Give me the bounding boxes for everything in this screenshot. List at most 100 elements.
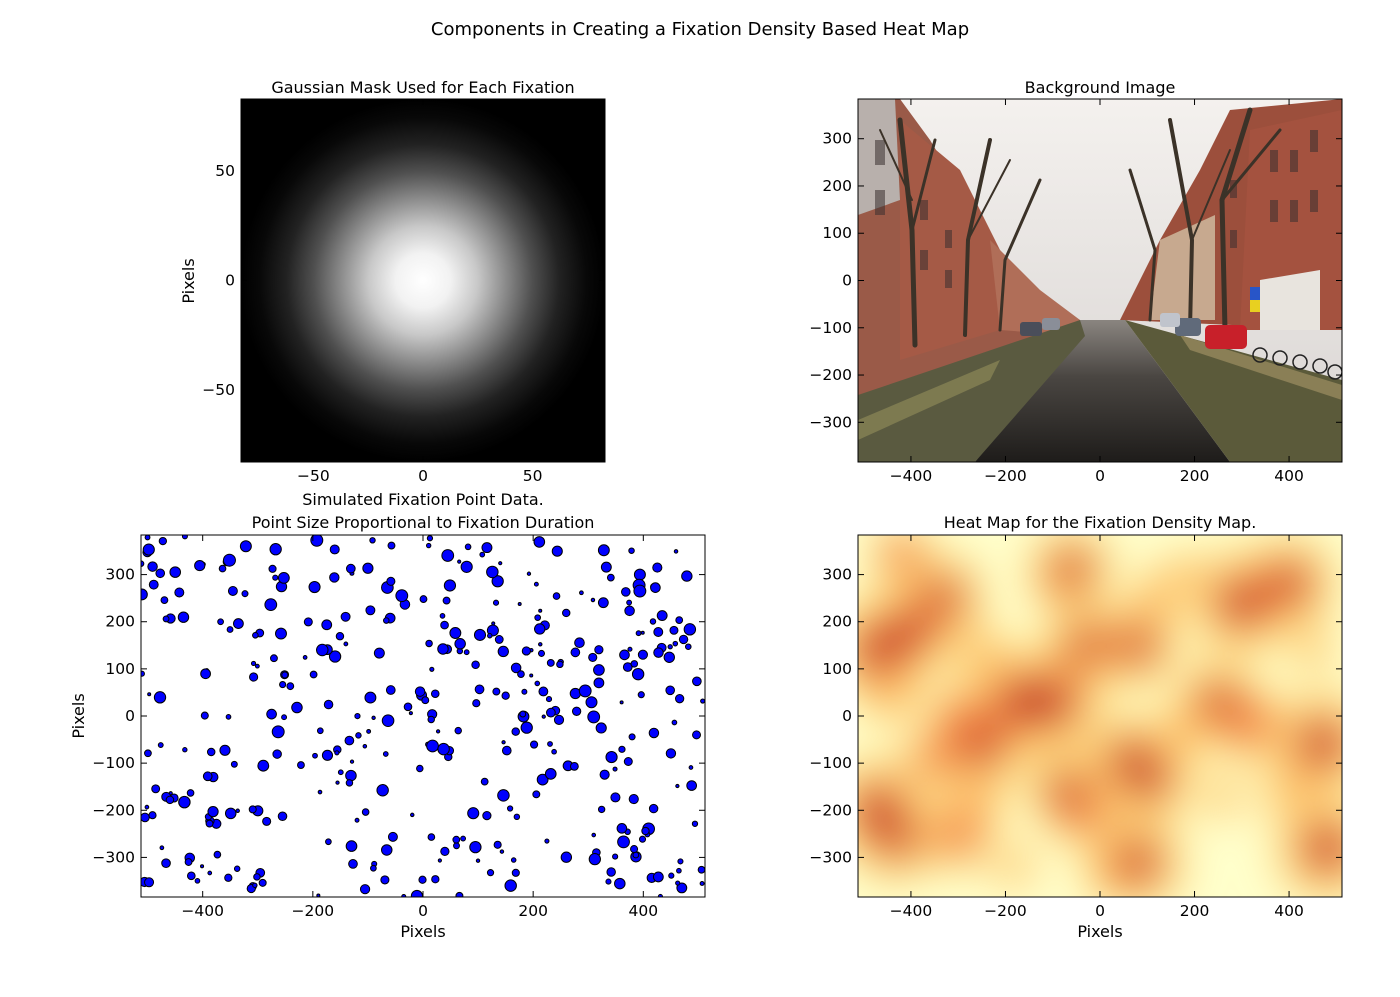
fixation-point — [205, 819, 214, 828]
fixation-point — [328, 650, 342, 663]
fixation-point — [141, 588, 148, 601]
fixation-point — [376, 784, 389, 797]
x-tick-label: 400 — [1274, 467, 1304, 485]
y-tick-label: −200 — [809, 801, 852, 819]
figure-title: Components in Creating a Fixation Densit… — [431, 19, 969, 40]
fixation-point — [262, 816, 272, 826]
fixation-point — [441, 549, 455, 562]
background-photo — [858, 99, 1342, 462]
fixation-point — [279, 680, 287, 689]
x-tick-label: −50 — [297, 467, 330, 485]
fixation-point — [656, 610, 668, 621]
fixation-point — [587, 710, 601, 724]
y-tick-label: 100 — [822, 660, 852, 678]
fixation-point — [224, 873, 233, 882]
axes-frame — [240, 98, 606, 463]
fixation-point — [194, 878, 201, 884]
fixation-point — [144, 877, 155, 888]
x-tick-label: −200 — [984, 467, 1027, 485]
fixation-point — [622, 662, 633, 672]
fixation-point — [257, 759, 270, 772]
fixation-point — [425, 639, 433, 648]
fixation-point — [361, 808, 370, 816]
heat-blob — [884, 826, 909, 851]
fixation-point — [323, 699, 334, 710]
fixation-point — [410, 889, 424, 897]
heat-blob — [919, 742, 950, 774]
fixation-point — [640, 630, 645, 635]
fixation-point — [594, 645, 604, 655]
fixation-point — [614, 877, 626, 890]
fixation-point — [250, 660, 257, 667]
fixation-point — [178, 795, 191, 809]
fixation-point — [418, 875, 427, 884]
fixation-point — [148, 811, 157, 820]
fixation-point — [253, 873, 261, 881]
heat-blob — [932, 585, 956, 611]
fixation-point — [435, 729, 441, 734]
fixation-point — [619, 700, 624, 705]
fixation-point — [533, 581, 539, 587]
x-tick-label: −200 — [292, 902, 335, 920]
y-tick-label: 100 — [105, 660, 135, 678]
fixation-point — [492, 599, 500, 606]
fixation-point — [348, 859, 358, 869]
fixation-point — [383, 617, 390, 624]
fixation-point — [597, 597, 609, 609]
fixation-point — [349, 759, 355, 764]
fixation-point — [650, 582, 661, 593]
y-tick-label: −100 — [809, 319, 852, 337]
heat-blob — [1270, 772, 1308, 811]
fixation-point — [200, 711, 209, 720]
fixation-point — [181, 535, 188, 540]
fixation-point — [227, 586, 238, 596]
fixation-point — [469, 840, 482, 854]
fixation-point — [416, 764, 424, 773]
y-axis-label: Pixels — [69, 693, 88, 738]
heat-blob — [863, 634, 893, 666]
y-tick-label: 300 — [822, 130, 852, 148]
fixation-point — [321, 619, 333, 631]
fixation-point — [454, 638, 466, 650]
fixation-point — [225, 714, 232, 720]
fixation-point — [270, 654, 278, 663]
fixation-point — [158, 536, 167, 546]
x-tick-label: 0 — [1095, 467, 1105, 485]
fixation-point — [675, 880, 681, 886]
fixation-point — [593, 664, 605, 676]
fixation-point — [669, 625, 679, 635]
gaussian-mask-image — [241, 99, 605, 462]
fixation-point — [343, 641, 349, 647]
fixation-point — [681, 570, 693, 582]
fixation-point — [381, 714, 395, 727]
fixation-point — [612, 766, 618, 772]
fixation-point — [224, 807, 237, 820]
fixation-point — [421, 696, 430, 705]
fixation-point — [182, 747, 188, 753]
fixation-point — [526, 571, 532, 576]
y-tick-label: −50 — [202, 381, 235, 399]
y-tick-label: 0 — [842, 707, 852, 725]
fixation-point — [691, 820, 699, 827]
heat-blob — [1138, 578, 1176, 618]
fixation-point — [365, 605, 376, 616]
fixation-point — [521, 646, 531, 656]
y-tick-label: −300 — [809, 848, 852, 866]
fixation-point — [673, 549, 679, 554]
fixation-point — [142, 543, 155, 556]
x-tick-label: 200 — [1180, 467, 1210, 485]
fixation-point — [623, 757, 633, 766]
fixation-point — [380, 875, 390, 885]
fixation-point — [286, 682, 295, 691]
fixation-point — [386, 576, 396, 586]
heat-blob — [1206, 689, 1230, 715]
fixation-point — [697, 865, 705, 874]
y-tick-label: 0 — [842, 272, 852, 290]
fixation-point — [612, 853, 619, 860]
fixation-point — [337, 769, 344, 776]
fixation-point — [499, 849, 505, 854]
x-axis-label: Pixels — [1077, 922, 1122, 941]
fixation-point — [291, 701, 303, 714]
fixation-point — [473, 628, 487, 641]
fixation-point — [533, 536, 546, 548]
